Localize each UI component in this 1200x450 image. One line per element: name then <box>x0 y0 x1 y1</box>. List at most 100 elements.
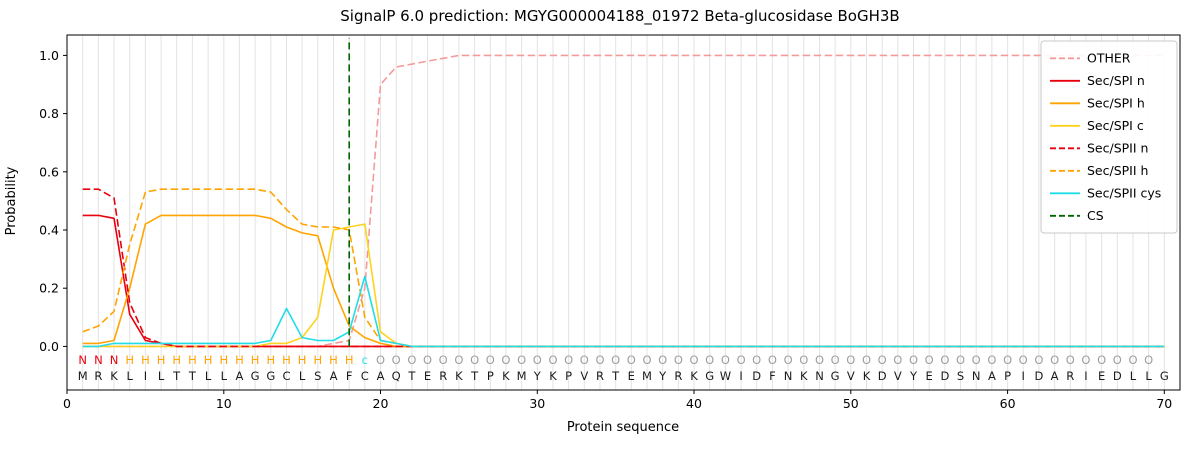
annotation-letter: O <box>1050 353 1059 367</box>
y-tick-label: 0.4 <box>39 223 59 238</box>
sequence-letter: D <box>1113 369 1122 383</box>
annotation-letter: O <box>972 353 981 367</box>
sequence-letter: P <box>487 369 494 383</box>
sequence-letter: G <box>1160 369 1169 383</box>
axes-layer: 0 10 20 30 40 50 60 70 0.0 0.2 0.4 0.6 0.8 1.0 <box>39 34 1181 411</box>
annotation-letter: H <box>298 353 307 367</box>
chart-title: SignalP 6.0 prediction: MGYG000004188_01… <box>340 7 899 26</box>
sequence-letter: G <box>266 369 275 383</box>
annotation-letter: O <box>439 353 448 367</box>
sequence-letter: L <box>1130 369 1137 383</box>
y-tick-label: 0.6 <box>39 164 59 179</box>
sequence-letter: K <box>863 369 871 383</box>
legend: OTHER Sec/SPI n Sec/SPI h Sec/SPI c Sec/SPII… <box>1040 40 1178 234</box>
x-tick-label: 0 <box>63 396 71 411</box>
sequence-letter: T <box>172 369 181 383</box>
sequence-letter: V <box>894 369 902 383</box>
sequence-letter: M <box>642 369 652 383</box>
annotation-letter: H <box>329 353 338 367</box>
annotation-letter: O <box>642 353 651 367</box>
sequence-letter: C <box>282 369 290 383</box>
series-line-sec-spii-cys <box>82 275 1165 348</box>
annotation-letter: H <box>141 353 150 367</box>
y-tick-label: 1.0 <box>39 48 59 63</box>
sequence-letter: Y <box>533 369 542 383</box>
annotation-letter: O <box>470 353 479 367</box>
sequence-letter: I <box>144 369 147 383</box>
sequence-letter: E <box>926 369 933 383</box>
annotation-letter: O <box>799 353 808 367</box>
annotation-letter: O <box>893 353 902 367</box>
annotation-letter: O <box>878 353 887 367</box>
sequence-letter: V <box>580 369 588 383</box>
y-tick-label: 0.0 <box>39 339 59 354</box>
annotation-letter: O <box>1144 353 1153 367</box>
annotation-letter: O <box>1128 353 1137 367</box>
annotation-letter: O <box>689 353 698 367</box>
annotation-letter: O <box>862 353 871 367</box>
sequence-letter: T <box>611 369 620 383</box>
sequence-letter: R <box>596 369 604 383</box>
sequence-letter: I <box>1084 369 1087 383</box>
y-tick-label: 0.8 <box>39 106 59 121</box>
annotation-letter: H <box>219 353 228 367</box>
legend-label: Sec/SPI h <box>1087 96 1145 111</box>
sequence-letter: T <box>407 369 416 383</box>
sequence-letter: A <box>377 369 385 383</box>
annotation-letter: H <box>204 353 213 367</box>
x-tick-label: 10 <box>216 396 232 411</box>
annotation-letter: H <box>125 353 134 367</box>
legend-label: OTHER <box>1087 51 1131 66</box>
sequence-letter: F <box>346 369 353 383</box>
annotation-letter: O <box>611 353 620 367</box>
sequence-letter: D <box>940 369 949 383</box>
annotation-letter: H <box>282 353 291 367</box>
annotation-letter: O <box>987 353 996 367</box>
sequence-letter: N <box>784 369 793 383</box>
annotation-letter: O <box>564 353 573 367</box>
sequence-letter: E <box>1098 369 1105 383</box>
y-axis-label: Probability <box>4 166 19 235</box>
x-axis-label: Protein sequence <box>567 420 679 435</box>
sequence-letter: E <box>424 369 431 383</box>
sequence-letter: P <box>1004 369 1011 383</box>
x-tick-label: 40 <box>686 396 702 411</box>
sequence-letters-layer: NMNRNKHLHIHLHTHTHLHLHAHGHGHCHLHSHAHFcCOA… <box>78 353 1169 383</box>
annotation-letter: O <box>533 353 542 367</box>
annotation-letter: H <box>251 353 260 367</box>
sequence-letter: A <box>330 369 338 383</box>
annotation-letter: O <box>956 353 965 367</box>
legend-label: Sec/SPI c <box>1087 118 1144 133</box>
x-tick-label: 50 <box>843 396 859 411</box>
series-line-sec-spii-h <box>82 188 1165 348</box>
sequence-letter: R <box>439 369 447 383</box>
sequence-letter: D <box>1034 369 1043 383</box>
sequence-letter: S <box>957 369 964 383</box>
series-line-sec-spi-n <box>82 214 1165 348</box>
sequence-letter: N <box>815 369 824 383</box>
x-tick-label: 60 <box>1000 396 1016 411</box>
annotation-letter: O <box>658 353 667 367</box>
sequence-letter: S <box>314 369 321 383</box>
sequence-letter: A <box>1051 369 1059 383</box>
sequence-letter: Y <box>909 369 918 383</box>
annotation-letter: O <box>1097 353 1106 367</box>
annotation-letter: O <box>1034 353 1043 367</box>
annotation-letter: O <box>784 353 793 367</box>
sequence-letter: R <box>94 369 102 383</box>
sequence-letter: G <box>831 369 840 383</box>
annotation-letter: O <box>737 353 746 367</box>
annotation-letter: O <box>486 353 495 367</box>
annotation-letter: O <box>705 353 714 367</box>
sequence-letter: G <box>705 369 714 383</box>
annotation-letter: O <box>674 353 683 367</box>
x-tick-label: 20 <box>373 396 389 411</box>
sequence-letter: P <box>565 369 572 383</box>
legend-label: Sec/SPI n <box>1087 73 1145 88</box>
series-line-other <box>82 54 1165 348</box>
sequence-letter: Y <box>658 369 667 383</box>
annotation-letter: O <box>454 353 463 367</box>
annotation-letter: H <box>188 353 197 367</box>
series-line-sec-spi-h <box>82 214 1165 348</box>
